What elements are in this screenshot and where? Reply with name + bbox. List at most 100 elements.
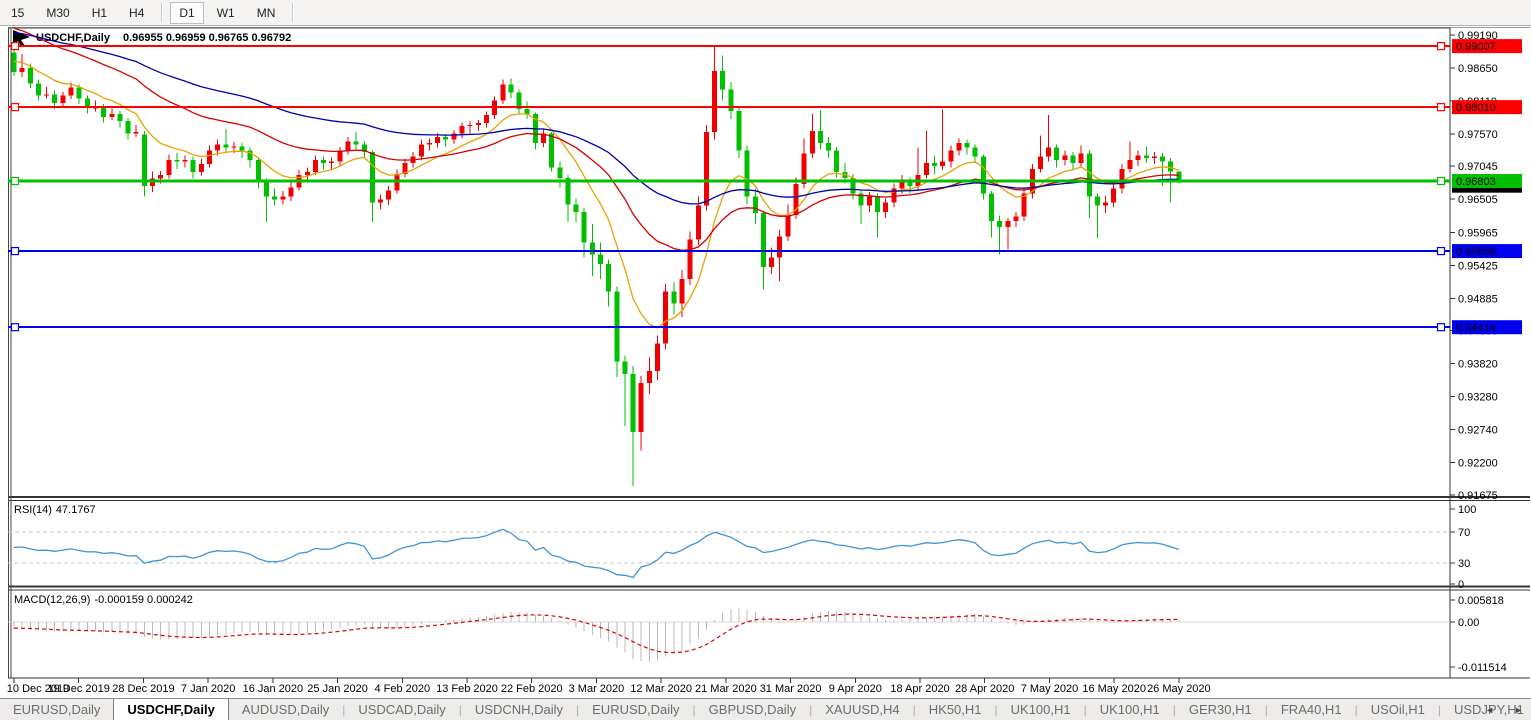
price-axis-label: 0.92740 xyxy=(1458,425,1498,437)
chart-tab-usoil-h1[interactable]: USOil,H1 xyxy=(1370,702,1425,717)
chart-canvas[interactable]: USDCHF,Daily 0.96955 0.96959 0.96765 0.9… xyxy=(0,26,1531,698)
price-axis-label: 0.97570 xyxy=(1458,129,1498,141)
date-axis-label: 26 May 2020 xyxy=(1147,683,1211,695)
hline-price-badge xyxy=(1452,174,1522,188)
date-axis-label: 16 May 2020 xyxy=(1082,683,1146,695)
chart-tab-usdjpy-h1[interactable]: USDJPY,H1 xyxy=(1454,702,1524,717)
chart-tab-usdcnh-daily[interactable]: USDCNH,Daily xyxy=(474,702,564,717)
toolbar-separator xyxy=(292,3,294,22)
timeframe-button-15[interactable]: 15 xyxy=(11,5,25,20)
rsi-axis-label: 30 xyxy=(1458,558,1470,570)
hline-handle[interactable] xyxy=(1436,103,1446,112)
timeframe-button-h4[interactable]: H4 xyxy=(129,5,145,20)
price-axis-label: 0.96505 xyxy=(1458,194,1498,206)
hline-handle[interactable] xyxy=(10,42,20,51)
hline-price-badge xyxy=(1452,320,1522,335)
hline-handle[interactable] xyxy=(1436,176,1446,186)
date-axis-label: 28 Apr 2020 xyxy=(955,683,1014,695)
hline-price-badge xyxy=(1452,244,1522,259)
hline-price-badge-label: 0.99007 xyxy=(1456,41,1496,53)
hline-handle[interactable] xyxy=(1436,42,1446,51)
tab-separator: | xyxy=(1172,702,1176,717)
date-axis-label: 10 Dec 2019 xyxy=(7,683,69,695)
macd-signal-line xyxy=(13,613,1179,654)
tab-separator: | xyxy=(342,702,346,717)
hline-price-badge-label: 0.96803 xyxy=(1456,176,1496,188)
date-axis-label: 25 Jan 2020 xyxy=(307,683,368,695)
chart-tab-audusd-daily[interactable]: AUDUSD,Daily xyxy=(241,702,330,717)
ma-mid-line xyxy=(13,27,1179,252)
chart-tab-uk100-h1[interactable]: UK100,H1 xyxy=(1010,702,1071,717)
object-cursor-icon xyxy=(13,30,30,47)
tab-separator: | xyxy=(576,702,580,717)
hline-handle[interactable] xyxy=(1436,246,1446,256)
tab-separator: | xyxy=(692,702,696,717)
price-axis-label: 0.95425 xyxy=(1458,260,1498,272)
hline-price-badge-label: 0.95658 xyxy=(1456,246,1496,258)
tab-separator: | xyxy=(1083,702,1087,717)
date-axis-label: 9 Apr 2020 xyxy=(829,683,882,695)
candlestick-series[interactable] xyxy=(11,45,1182,486)
macd-label: MACD(12,26,9) -0.000159 0.000242 xyxy=(14,594,193,606)
date-axis-label: 7 May 2020 xyxy=(1021,683,1078,695)
hline-handle[interactable] xyxy=(10,103,20,112)
timeframe-button-h1[interactable]: H1 xyxy=(91,5,108,20)
rsi-line xyxy=(13,528,1180,579)
chart-tab-ger30-h1[interactable]: GER30,H1 xyxy=(1188,702,1252,717)
hline-handle[interactable] xyxy=(10,246,20,256)
macd-axis-label: 0.005818 xyxy=(1458,595,1504,607)
macd-axis-label: -0.011514 xyxy=(1458,662,1507,674)
timeframe-button-d1[interactable]: D1 xyxy=(170,1,204,24)
date-axis-label: 18 Apr 2020 xyxy=(890,683,949,695)
price-axis-label: 0.99190 xyxy=(1458,30,1498,42)
tab-separator: | xyxy=(994,702,998,717)
hline-handle[interactable] xyxy=(10,323,20,332)
timeframe-button-mn[interactable]: MN xyxy=(256,5,276,20)
chart-tab-usdchf-daily[interactable]: USDCHF,Daily xyxy=(113,699,229,720)
hline-handle[interactable] xyxy=(10,176,20,186)
hline-price-badge xyxy=(1452,39,1522,54)
tab-separator: | xyxy=(809,702,813,717)
date-axis-label: 4 Feb 2020 xyxy=(374,683,430,695)
price-axis-label: 0.97045 xyxy=(1458,161,1498,173)
tab-separator: | xyxy=(1437,702,1441,717)
price-axis-label: 0.91675 xyxy=(1458,490,1498,502)
date-axis-label: 16 Jan 2020 xyxy=(243,683,304,695)
hline-price-badge-label: 0.98010 xyxy=(1456,102,1496,114)
chart-tab-gbpusd-daily[interactable]: GBPUSD,Daily xyxy=(708,702,797,717)
chart-tab-eurusd-daily[interactable]: EURUSD,Daily xyxy=(13,702,101,717)
rsi-label: RSI(14) 47.1767 xyxy=(14,504,96,516)
date-axis-label: 13 Feb 2020 xyxy=(436,683,498,695)
rsi-axis-label: 0 xyxy=(1458,579,1464,591)
date-axis-label: 22 Feb 2020 xyxy=(501,683,563,695)
price-axis-label: 0.93820 xyxy=(1458,359,1498,371)
chart-tab-hk50-h1[interactable]: HK50,H1 xyxy=(928,702,982,717)
price-axis-label: 0.98650 xyxy=(1458,63,1498,75)
chart-tab-fra40-h1[interactable]: FRA40,H1 xyxy=(1280,702,1342,717)
tab-scroll-left-icon[interactable]: ◄ xyxy=(1485,704,1495,715)
timeframe-button-m30[interactable]: M30 xyxy=(46,5,70,20)
chart-title-ohlc: 0.96955 0.96959 0.96765 0.96792 xyxy=(123,32,291,44)
hline-price-badge-label: 0.94414 xyxy=(1456,322,1496,334)
ma-slow-line xyxy=(13,31,1179,205)
chart-tab-xauusd-h4[interactable]: XAUUSD,H4 xyxy=(825,702,900,717)
date-axis-label: 28 Dec 2019 xyxy=(112,683,174,695)
tab-separator: | xyxy=(458,702,462,717)
tab-separator: | xyxy=(1354,702,1358,717)
timeframe-toolbar: 15 M30 H1 H4 D1 W1 MN xyxy=(0,0,1531,26)
timeframe-button-w1[interactable]: W1 xyxy=(216,5,235,20)
macd-histogram xyxy=(13,607,1180,662)
chart-tab-uk100-h1[interactable]: UK100,H1 xyxy=(1099,702,1160,717)
rsi-axis-label: 70 xyxy=(1458,527,1470,539)
hline-handle[interactable] xyxy=(1436,323,1446,332)
chart-tab-usdcad-daily[interactable]: USDCAD,Daily xyxy=(358,702,446,717)
price-axis-label: 0.94885 xyxy=(1458,293,1498,305)
tab-scroll-right-icon[interactable]: ► xyxy=(1514,704,1523,715)
price-axis-label: 0.95965 xyxy=(1458,227,1498,239)
date-axis-label: 7 Jan 2020 xyxy=(181,683,235,695)
tab-separator: | xyxy=(1264,702,1268,717)
price-axis-label: 0.93280 xyxy=(1458,392,1498,404)
date-axis-label: 21 Mar 2020 xyxy=(695,683,757,695)
chart-tab-eurusd-daily[interactable]: EURUSD,Daily xyxy=(592,702,680,717)
